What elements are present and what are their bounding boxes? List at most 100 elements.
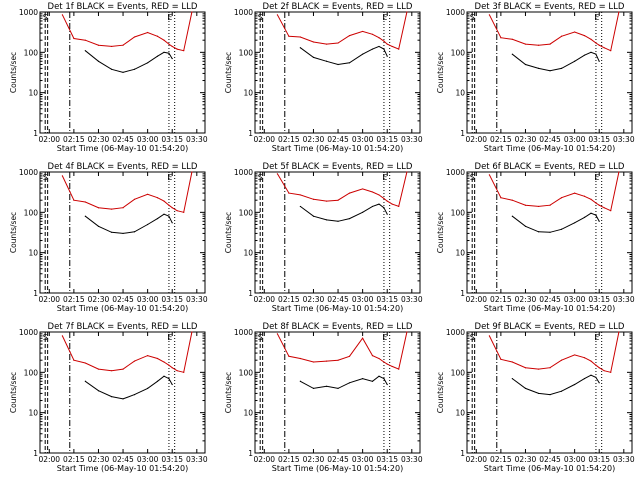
x-tick-label: 03:30: [186, 295, 208, 304]
chart-title: Det 8f BLACK = Events, RED = LLD: [263, 322, 413, 332]
data-point-lld: [590, 38, 592, 40]
data-point-lld: [398, 205, 400, 208]
data-point-lld: [524, 204, 527, 206]
y-axis-label: Counts/sec: [436, 372, 445, 413]
x-tick-label: 02:45: [327, 135, 349, 144]
data-point-lld: [348, 192, 351, 194]
data-point-lld: [595, 42, 597, 44]
data-point-lld: [583, 357, 586, 359]
chart-title: Det 3f BLACK = Events, RED = LLD: [475, 2, 625, 12]
data-point-events: [549, 231, 551, 233]
data-point-lld: [276, 173, 279, 175]
data-point-events: [590, 212, 592, 214]
x-tick-label: 02:30: [303, 455, 325, 464]
data-point-lld: [595, 364, 597, 366]
x-tick-label: 02:45: [112, 295, 134, 304]
data-point-lld: [97, 368, 100, 370]
plot-frame: [254, 11, 421, 134]
plot-frame: [39, 11, 206, 134]
data-point-events: [325, 219, 328, 221]
chart-panel-3: Det 3f BLACK = Events, RED = LLD 1 10 100 10…: [436, 2, 635, 153]
x-tick-label: 03:00: [564, 135, 586, 144]
x-tick-label: 02:15: [63, 455, 85, 464]
data-point-lld: [583, 34, 586, 37]
data-point-events: [574, 222, 576, 224]
data-point-lld: [574, 354, 576, 356]
data-point-lld: [299, 357, 301, 360]
data-point-events: [560, 67, 563, 69]
chart-panel-8: Det 8f BLACK = Events, RED = LLD 1 10 100 10…: [224, 322, 423, 473]
data-point-events: [595, 53, 597, 55]
data-point-events: [122, 232, 124, 235]
data-point-events: [590, 374, 592, 376]
data-point-events: [171, 222, 173, 224]
data-point-events: [511, 53, 513, 55]
data-point-events: [583, 216, 586, 218]
data-point-lld: [488, 14, 491, 16]
data-point-lld: [122, 368, 124, 370]
y-tick-label: 100: [239, 368, 254, 377]
data-point-lld: [371, 354, 374, 357]
series-line-lld: [61, 171, 193, 213]
x-tick-label: 02:45: [539, 455, 561, 464]
chart-title: Det 7f BLACK = Events, RED = LLD: [48, 322, 198, 332]
x-tick-label: 03:30: [613, 135, 635, 144]
data-point-lld: [110, 370, 113, 372]
x-tick-label: 02:15: [490, 295, 512, 304]
data-point-events: [549, 394, 551, 396]
x-tick-label: 02:45: [539, 295, 561, 304]
data-point-lld: [156, 35, 159, 37]
y-tick-label: 1: [248, 129, 253, 138]
data-point-lld: [163, 361, 165, 363]
series-line-events: [511, 51, 600, 72]
series-line-lld: [488, 331, 620, 373]
data-point-lld: [163, 200, 165, 202]
x-tick-label: 02:00: [253, 135, 275, 144]
x-tick-label: 03:15: [161, 295, 183, 304]
series-line-events: [84, 50, 173, 73]
data-point-lld: [147, 31, 149, 34]
data-point-lld: [598, 44, 600, 46]
data-point-events: [84, 215, 86, 217]
data-point-lld: [524, 367, 527, 369]
y-tick-label: 10: [455, 249, 465, 258]
y-tick-label: 1000: [234, 8, 253, 17]
chart-title: Det 9f BLACK = Events, RED = LLD: [475, 322, 625, 332]
data-point-events: [156, 55, 159, 57]
data-point-lld: [549, 204, 551, 206]
data-point-lld: [122, 207, 124, 209]
x-tick-label: 02:15: [278, 135, 300, 144]
x-tick-label: 03:00: [352, 455, 374, 464]
data-point-lld: [618, 331, 620, 333]
data-point-events: [348, 217, 351, 220]
data-point-events: [524, 225, 527, 227]
data-point-events: [97, 225, 100, 227]
chart-title: Det 6f BLACK = Events, RED = LLD: [475, 162, 625, 172]
data-point-lld: [618, 171, 620, 173]
data-point-events: [386, 55, 388, 57]
data-point-events: [84, 50, 86, 52]
start-marker-S: S: [470, 333, 475, 342]
data-point-events: [337, 63, 339, 66]
y-tick-label: 1000: [234, 168, 253, 177]
data-point-events: [595, 376, 597, 378]
x-tick-label: 03:00: [137, 455, 159, 464]
data-point-lld: [168, 364, 170, 366]
series-line-events: [85, 375, 173, 400]
data-point-lld: [276, 14, 279, 16]
y-tick-label: 1: [33, 129, 38, 138]
data-point-events: [386, 383, 388, 386]
data-point-lld: [183, 371, 185, 373]
end-marker-E: E: [594, 173, 599, 182]
data-point-lld: [84, 39, 86, 41]
data-point-lld: [398, 368, 400, 370]
data-point-lld: [312, 198, 315, 200]
x-axis-label: Start Time (06-May-10 01:54:20): [272, 144, 403, 153]
data-point-lld: [549, 43, 551, 45]
data-point-lld: [176, 48, 178, 50]
y-tick-label: 1: [460, 129, 465, 138]
data-point-events: [312, 215, 315, 217]
x-axis-label: Start Time (06-May-10 01:54:20): [484, 304, 615, 313]
y-tick-label: 10: [243, 89, 253, 98]
series-line-events: [300, 203, 388, 222]
